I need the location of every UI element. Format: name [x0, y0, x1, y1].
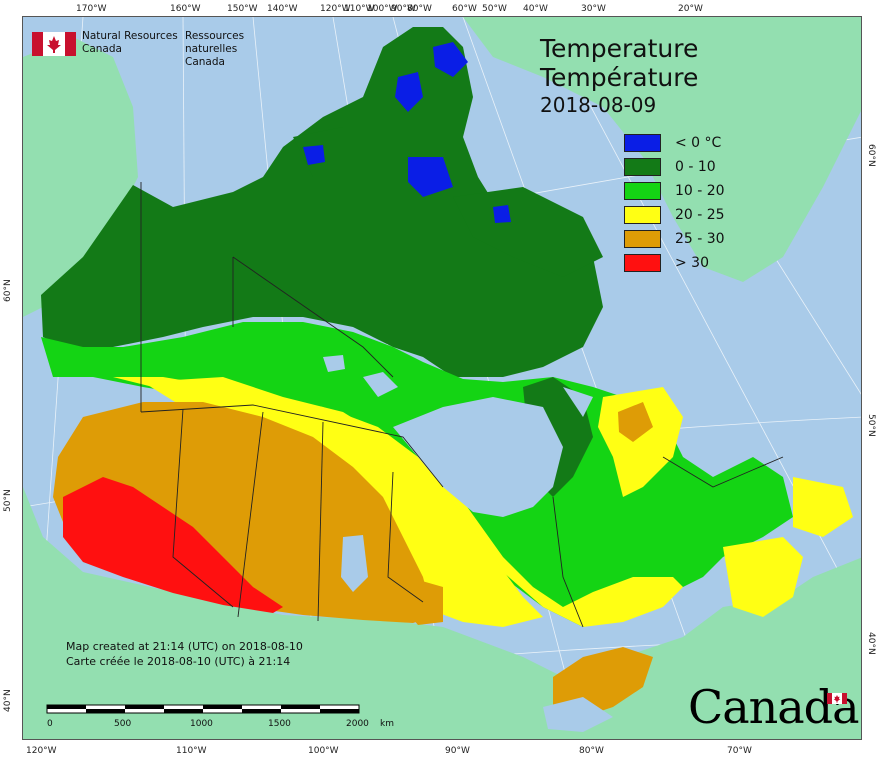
lon-label: 110°W [344, 4, 375, 14]
legend-label: 10 - 20 [675, 183, 725, 199]
title-en: Temperature [540, 34, 699, 63]
lat-label: 40°N [866, 632, 876, 655]
scale-tick: 0 [47, 719, 53, 729]
zone-below-0 [303, 42, 511, 223]
lon-label: 100°W [308, 746, 339, 756]
scale-tick: 500 [114, 719, 131, 729]
legend-swatch [624, 206, 661, 224]
lat-label: 60°N [3, 279, 13, 302]
hudson-bay [393, 397, 563, 517]
legend-swatch [624, 230, 661, 248]
legend-label: 25 - 30 [675, 231, 725, 247]
alaska-land [23, 37, 138, 317]
legend-label: 0 - 10 [675, 159, 716, 175]
title-fr: Température [540, 63, 699, 92]
scale-bar-graphic: 0 500 1000 1500 2000 km [46, 704, 394, 729]
scale-unit: km [380, 719, 394, 729]
legend-label: > 30 [675, 255, 709, 271]
great-lakes [543, 697, 613, 732]
lake-winnipeg [341, 535, 368, 592]
agency-en-line2: Canada [82, 43, 122, 55]
greenland-land [463, 17, 861, 282]
lon-label: 90°W [391, 4, 416, 14]
great-bear-lake [323, 355, 345, 372]
baffin-island [453, 187, 603, 277]
zone-25-30-quebec-spot [618, 402, 653, 442]
scale-tick: 1000 [190, 719, 213, 729]
canada-flag-icon [32, 32, 76, 56]
legend-label: 20 - 25 [675, 207, 725, 223]
map-svg [23, 17, 861, 739]
lat-label: 50°N [866, 414, 876, 437]
legend-swatch [624, 158, 661, 176]
scale-tick: 1500 [268, 719, 291, 729]
lon-label: 110°W [176, 746, 207, 756]
lon-label: 90°W [445, 746, 470, 756]
lon-label: 20°W [678, 4, 703, 14]
lon-label: 160°W [170, 4, 201, 14]
usa-land [23, 487, 861, 739]
lon-label: 60°W [452, 4, 477, 14]
lon-label: 30°W [581, 4, 606, 14]
map-credits: Map created at 21:14 (UTC) on 2018-08-10… [66, 639, 303, 669]
lon-label: 40°W [523, 4, 548, 14]
agency-name-en: Natural Resources Canada [82, 30, 178, 56]
legend-swatch [624, 134, 661, 152]
water-bodies [323, 355, 613, 732]
map-title: Temperature Température 2018-08-09 [540, 34, 698, 118]
agency-name-fr: Ressources naturelles Canada [185, 30, 282, 69]
legend-label: < 0 °C [675, 135, 722, 151]
lon-label: 120°W [26, 746, 57, 756]
zone-20-25-band [113, 377, 683, 627]
lon-label: 80°W [407, 4, 432, 14]
lat-label: 50°N [3, 489, 13, 512]
legend-swatch [624, 182, 661, 200]
agency-fr-line1: Ressources naturelles [185, 30, 245, 55]
scale-tick: 2000 [346, 719, 369, 729]
scale-bar: 0 500 1000 1500 2000 km [46, 704, 396, 734]
zone-over-30-bc-alberta [63, 477, 283, 613]
agency-signature: Natural Resources Canada Ressources natu… [32, 30, 282, 68]
zone-20-25-maritimes [723, 537, 803, 617]
lon-label: 170°W [76, 4, 107, 14]
lon-label: 80°W [579, 746, 604, 756]
agency-fr-line2: Canada [185, 56, 225, 68]
zone-20-25-newfoundland [793, 477, 853, 537]
great-slave-lake [363, 372, 398, 397]
temperature-map[interactable] [22, 16, 862, 740]
agency-en-line1: Natural Resources [82, 30, 178, 42]
province-borders [140, 182, 784, 628]
lon-label: 150°W [227, 4, 258, 14]
arctic-island [293, 127, 373, 177]
legend-swatch [624, 254, 661, 272]
credit-en: Map created at 21:14 (UTC) on 2018-08-10 [66, 640, 303, 653]
lon-label: 120°W [320, 4, 351, 14]
lon-label: 100°W [367, 4, 398, 14]
lat-label: 40°N [3, 689, 13, 712]
lon-label: 50°W [482, 4, 507, 14]
lon-label: 70°W [727, 746, 752, 756]
canada-wordmark: Canada [688, 680, 860, 734]
lon-label: 140°W [267, 4, 298, 14]
lat-label: 60°N [866, 144, 876, 167]
wordmark-flag-icon [827, 693, 847, 704]
credit-fr: Carte créée le 2018-08-10 (UTC) à 21:14 [66, 655, 291, 668]
zone-25-30-manitoba-east [403, 577, 443, 625]
title-date: 2018-08-09 [540, 93, 657, 117]
ungava-bay [563, 387, 593, 417]
zone-0-10-north [41, 27, 603, 377]
